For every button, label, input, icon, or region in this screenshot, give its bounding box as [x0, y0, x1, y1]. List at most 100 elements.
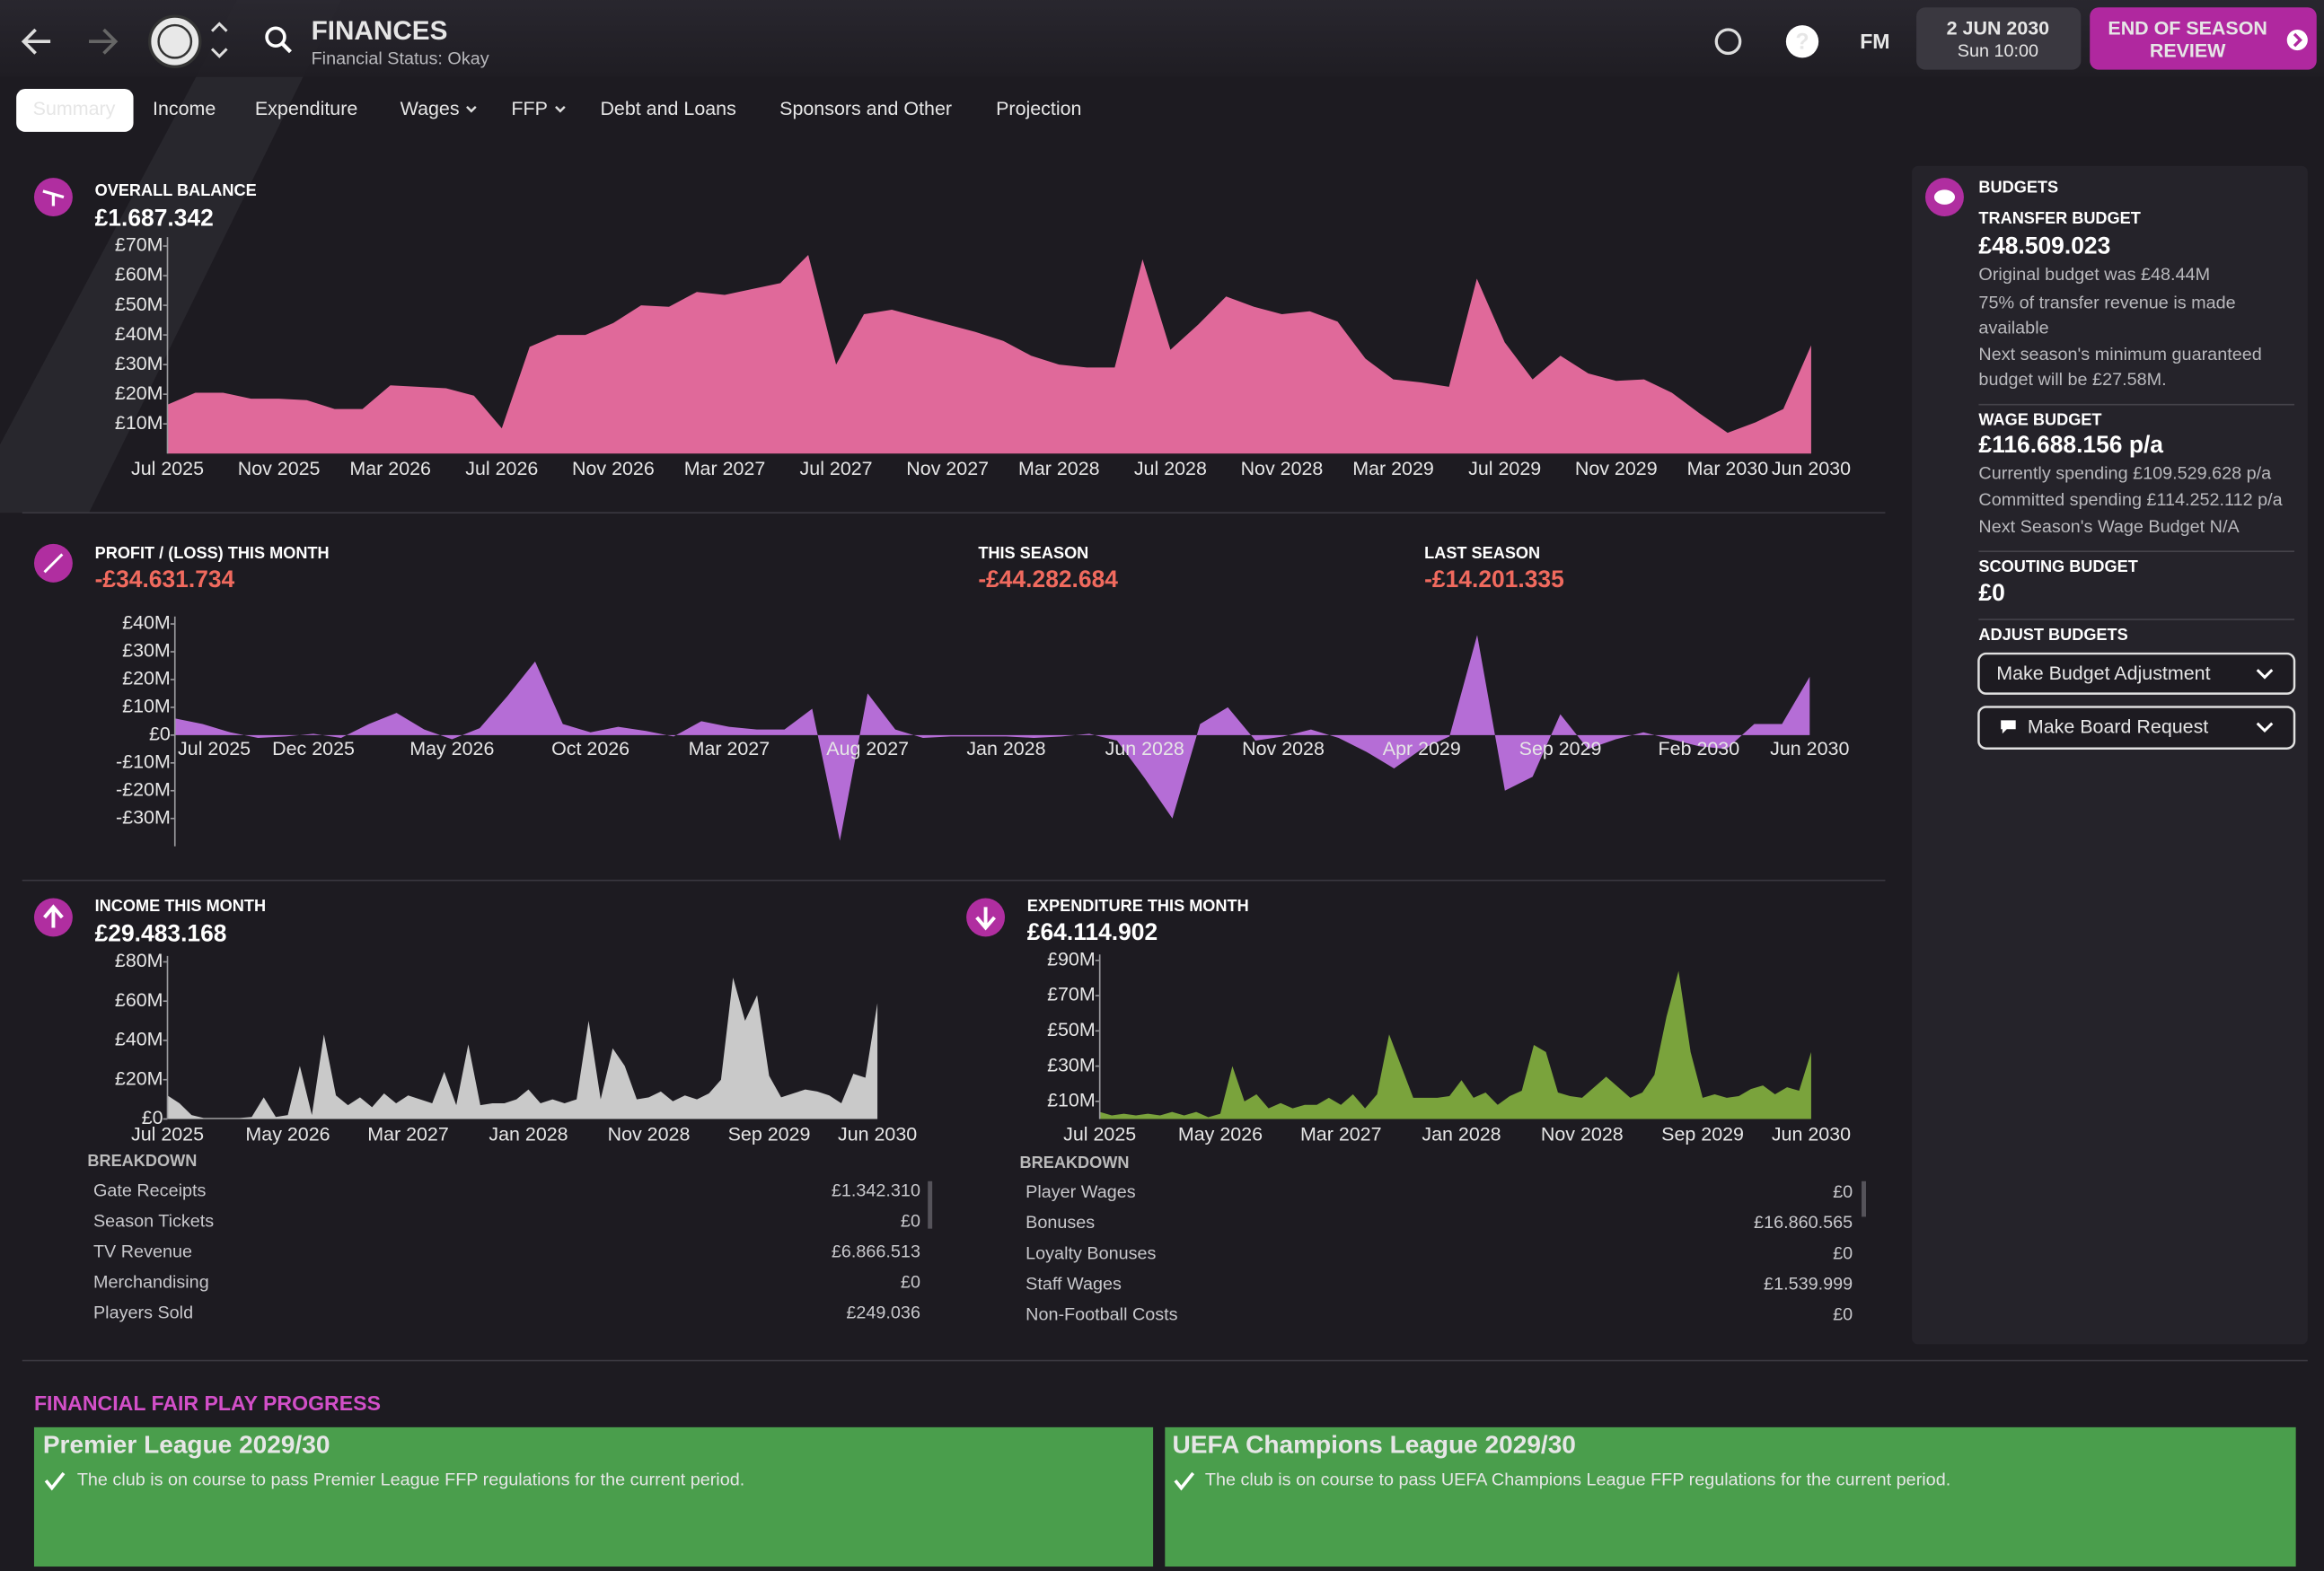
profit-value: -£34.631.734 [95, 566, 235, 592]
y-tick-label: £20M [115, 382, 163, 404]
date-box[interactable] [1916, 7, 2082, 70]
dropdown-caret [2256, 669, 2274, 680]
scrollbar[interactable] [1862, 1180, 1866, 1217]
breakdown-item: Staff Wages [1026, 1274, 1122, 1294]
transfer-notes: Original budget was £48.44M 75% of trans… [1978, 263, 2262, 391]
scrollbar[interactable] [928, 1180, 933, 1229]
search-icon[interactable] [265, 26, 286, 48]
y-tick-label: -£10M [116, 750, 171, 772]
ffp-card-title: Premier League 2029/30 [43, 1431, 330, 1459]
tab[interactable]: Projection [996, 98, 1081, 119]
profit-label: PROFIT / (LOSS) THIS MONTH [95, 544, 330, 562]
x-tick-label: Nov 2027 [906, 458, 989, 479]
x-tick-label: Aug 2027 [826, 738, 909, 759]
adjust-label: ADJUST BUDGETS [1978, 626, 2127, 644]
globe-icon[interactable] [1714, 28, 1742, 56]
x-tick-label: Apr 2029 [1383, 738, 1461, 759]
x-tick-label: Jan 2028 [489, 1123, 568, 1145]
income-label: INCOME THIS MONTH [95, 897, 266, 915]
last-season-value: -£14.201.335 [1424, 566, 1564, 592]
x-tick-label: Jul 2025 [131, 1123, 204, 1145]
tab[interactable]: Sponsors and Other [779, 98, 952, 119]
x-tick-label: Jun 2028 [1105, 738, 1184, 759]
y-tick-label: £70M [1047, 984, 1096, 1005]
season-label: THIS SEASON [978, 544, 1088, 562]
chat-icon [2001, 720, 2016, 734]
club-badge[interactable] [148, 14, 202, 68]
breakdown-item: Season Tickets [93, 1212, 214, 1232]
y-tick-label: £30M [1047, 1054, 1096, 1075]
x-tick-label: Sep 2029 [728, 1123, 811, 1145]
area [167, 977, 878, 1119]
x-tick-label: Nov 2028 [1242, 738, 1325, 759]
y-tick-label: £40M [115, 323, 163, 345]
board-request-button[interactable] [1977, 706, 2296, 750]
y-tick-label: £90M [1047, 948, 1096, 970]
income-icon-glyph [43, 904, 64, 928]
note: Original budget was £48.44M [1978, 263, 2211, 285]
ffp-card [33, 1426, 1154, 1567]
x-tick-label: Mar 2030 [1687, 458, 1769, 479]
expenditure-icon-glyph [975, 907, 996, 931]
last-season-label: LAST SEASON [1424, 544, 1540, 562]
y-tick-label: £0 [142, 1107, 163, 1128]
x-tick-label: Jul 2028 [1134, 458, 1207, 479]
budget-adjust-button[interactable] [1977, 652, 2296, 695]
breakdown-amount: £0 [1833, 1243, 1853, 1263]
x-tick-label: Mar 2028 [1018, 458, 1100, 479]
end-of-season-button[interactable] [2090, 7, 2317, 70]
fm-logo[interactable]: FM [1860, 30, 1889, 53]
tab[interactable]: FFP [511, 98, 547, 119]
x-tick-label: Jun 2030 [1772, 458, 1851, 479]
tab-selected[interactable] [16, 89, 134, 132]
area [1099, 970, 1811, 1119]
button-text: Make Budget Adjustment [1996, 663, 2210, 684]
x-tick-label: Feb 2030 [1659, 738, 1740, 759]
balance-label: OVERALL BALANCE [95, 181, 257, 199]
note: Next season's minimum guaranteed budget … [1978, 344, 2262, 391]
y-tick-label: £40M [122, 612, 171, 634]
x-tick-label: Mar 2027 [689, 738, 770, 759]
balance-icon-glyph [42, 189, 65, 206]
x-tick-label: Oct 2026 [551, 738, 629, 759]
help-icon[interactable] [1785, 25, 1819, 58]
tab[interactable]: Wages [401, 98, 460, 119]
y-tick-label: £30M [115, 353, 163, 374]
y-tick-label: £50M [1047, 1019, 1096, 1040]
x-tick-label: Jul 2025 [131, 458, 204, 479]
ffp-title: FINANCIAL FAIR PLAY PROGRESS [34, 1391, 381, 1415]
transfer-label: TRANSFER BUDGET [1978, 209, 2140, 227]
x-tick-label: Nov 2028 [1241, 458, 1324, 479]
breakdown-amount: £16.860.565 [1754, 1213, 1853, 1233]
x-tick-label: Mar 2026 [349, 458, 431, 479]
breakdown-item: TV Revenue [93, 1242, 192, 1262]
wage-label: WAGE BUDGET [1978, 411, 2101, 429]
forward-button[interactable] [89, 28, 119, 55]
note: 75% of transfer revenue is made availabl… [1978, 292, 2236, 338]
tab[interactable]: Income [153, 98, 216, 119]
dropdown-caret [2256, 722, 2274, 733]
transfer-value: £48.509.023 [1978, 233, 2110, 259]
tab-caret [555, 105, 566, 113]
tab[interactable]: Expenditure [255, 98, 357, 119]
breakdown-item: Merchandising [93, 1273, 209, 1293]
tab[interactable]: Debt and Loans [600, 98, 735, 119]
page-title: FINANCES [312, 16, 448, 46]
note: Committed spending £114.252.112 p/a [1978, 490, 2283, 510]
ffp-card-text: The club is on course to pass Premier Le… [77, 1470, 744, 1490]
ffp-card [1165, 1426, 2296, 1567]
note: Currently spending £109.529.628 p/a [1978, 464, 2272, 484]
x-tick-label: Sep 2029 [1519, 738, 1602, 759]
y-tick-label: £10M [122, 696, 171, 717]
help-icon-glyph: ? [1795, 30, 1809, 54]
x-tick-label: May 2026 [409, 738, 494, 759]
x-tick-label: Dec 2025 [272, 738, 355, 759]
club-switcher[interactable] [210, 22, 228, 58]
ffp-card-text: The club is on course to pass UEFA Champ… [1205, 1470, 1950, 1490]
back-button[interactable] [21, 28, 51, 55]
x-tick-label: Jun 2030 [1770, 738, 1849, 759]
decor-stripe [0, 0, 341, 513]
tab[interactable]: Summary [33, 98, 116, 119]
